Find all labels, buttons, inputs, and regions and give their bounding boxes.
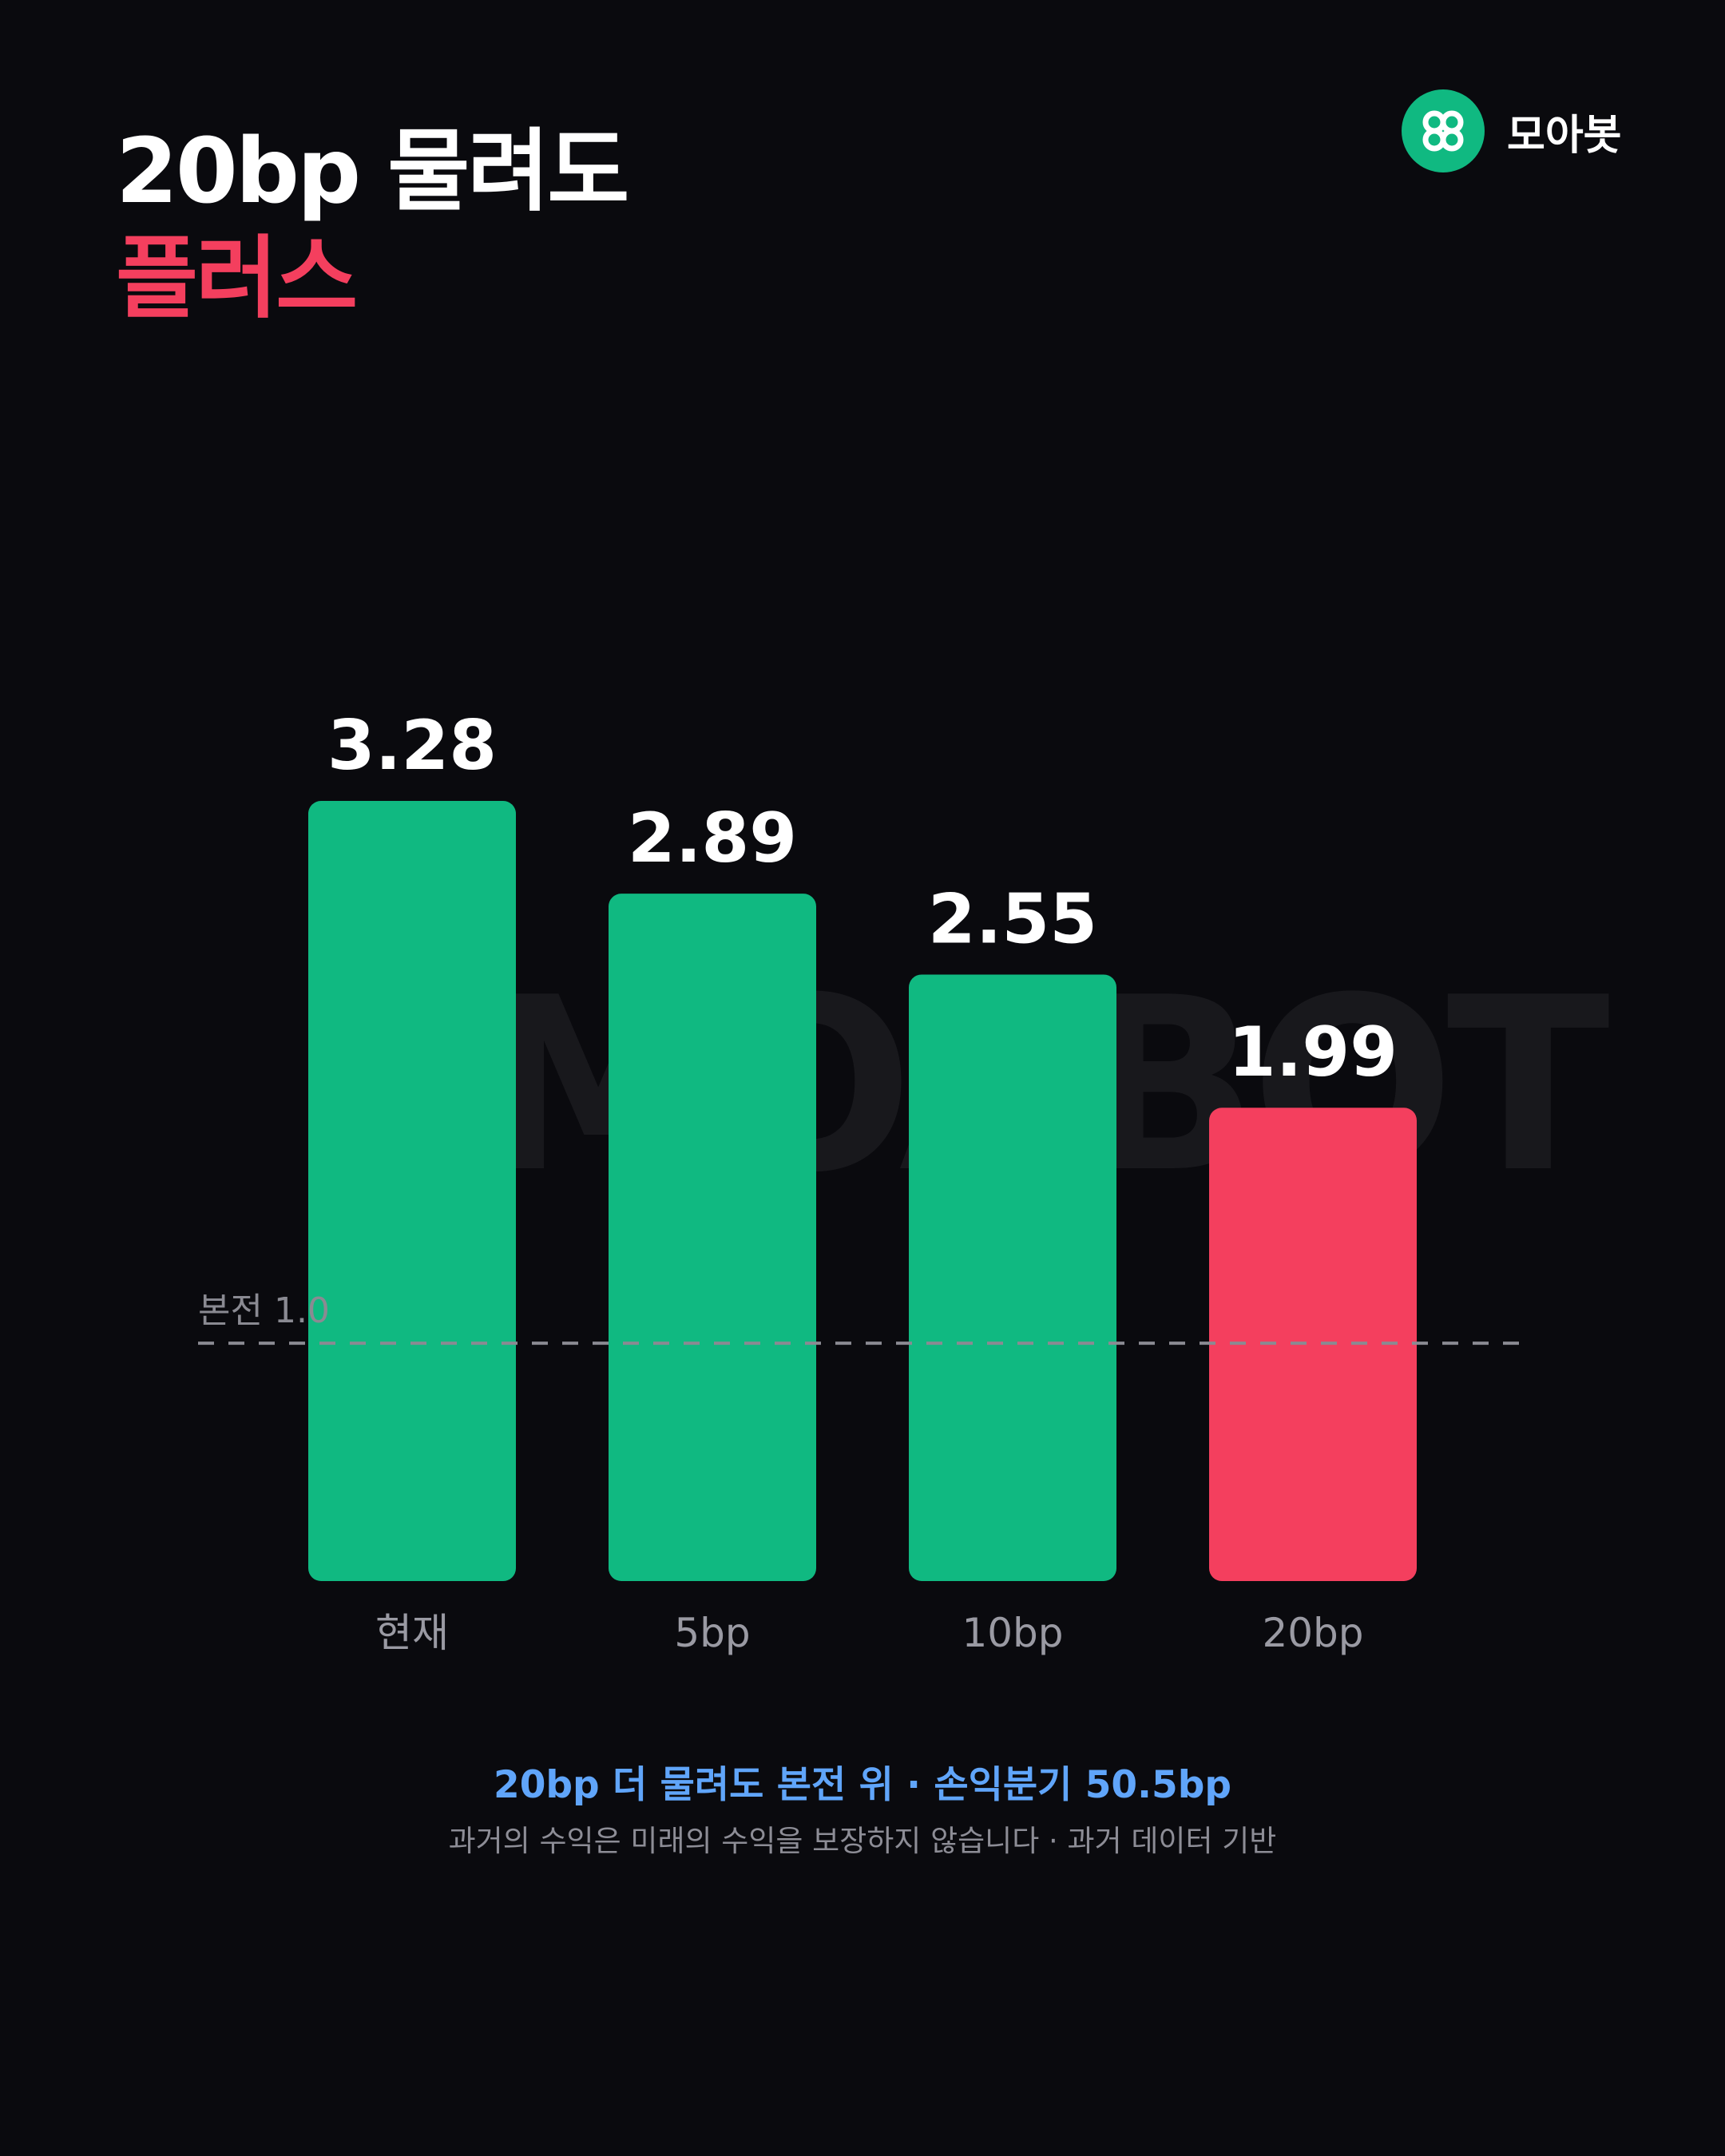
brand-name: 모아봇 [1507, 111, 1622, 160]
disclaimer: 과거의 수익은 미래의 수익을 보장하지 않습니다 · 과거 데이터 기반 [448, 1824, 1277, 1858]
brand-logo: 모아봇 [1402, 89, 1622, 172]
bar-value-label: 1.99 [1228, 1013, 1398, 1092]
headline-line1: 20bp 물려도 [116, 120, 629, 224]
bar-value-label: 2.89 [628, 799, 797, 878]
bar [609, 894, 816, 1581]
category-label: 현재 [375, 1610, 449, 1656]
bar-value-label: 2.55 [928, 879, 1097, 959]
category-label: 5bp [674, 1610, 750, 1656]
bar [308, 801, 516, 1581]
category-label: 20bp [1262, 1610, 1363, 1656]
clover-icon [1402, 89, 1485, 172]
headline-line2: 플러스 [116, 227, 358, 331]
breakeven-label: 본전 1.0 [198, 1290, 330, 1331]
bar [1209, 1108, 1417, 1581]
breakeven-summary: 20bp 더 물려도 본전 위 · 손익분기 50.5bp [494, 1763, 1231, 1807]
bar-value-label: 3.28 [327, 706, 497, 786]
bar [909, 974, 1116, 1581]
category-label: 10bp [962, 1610, 1063, 1656]
